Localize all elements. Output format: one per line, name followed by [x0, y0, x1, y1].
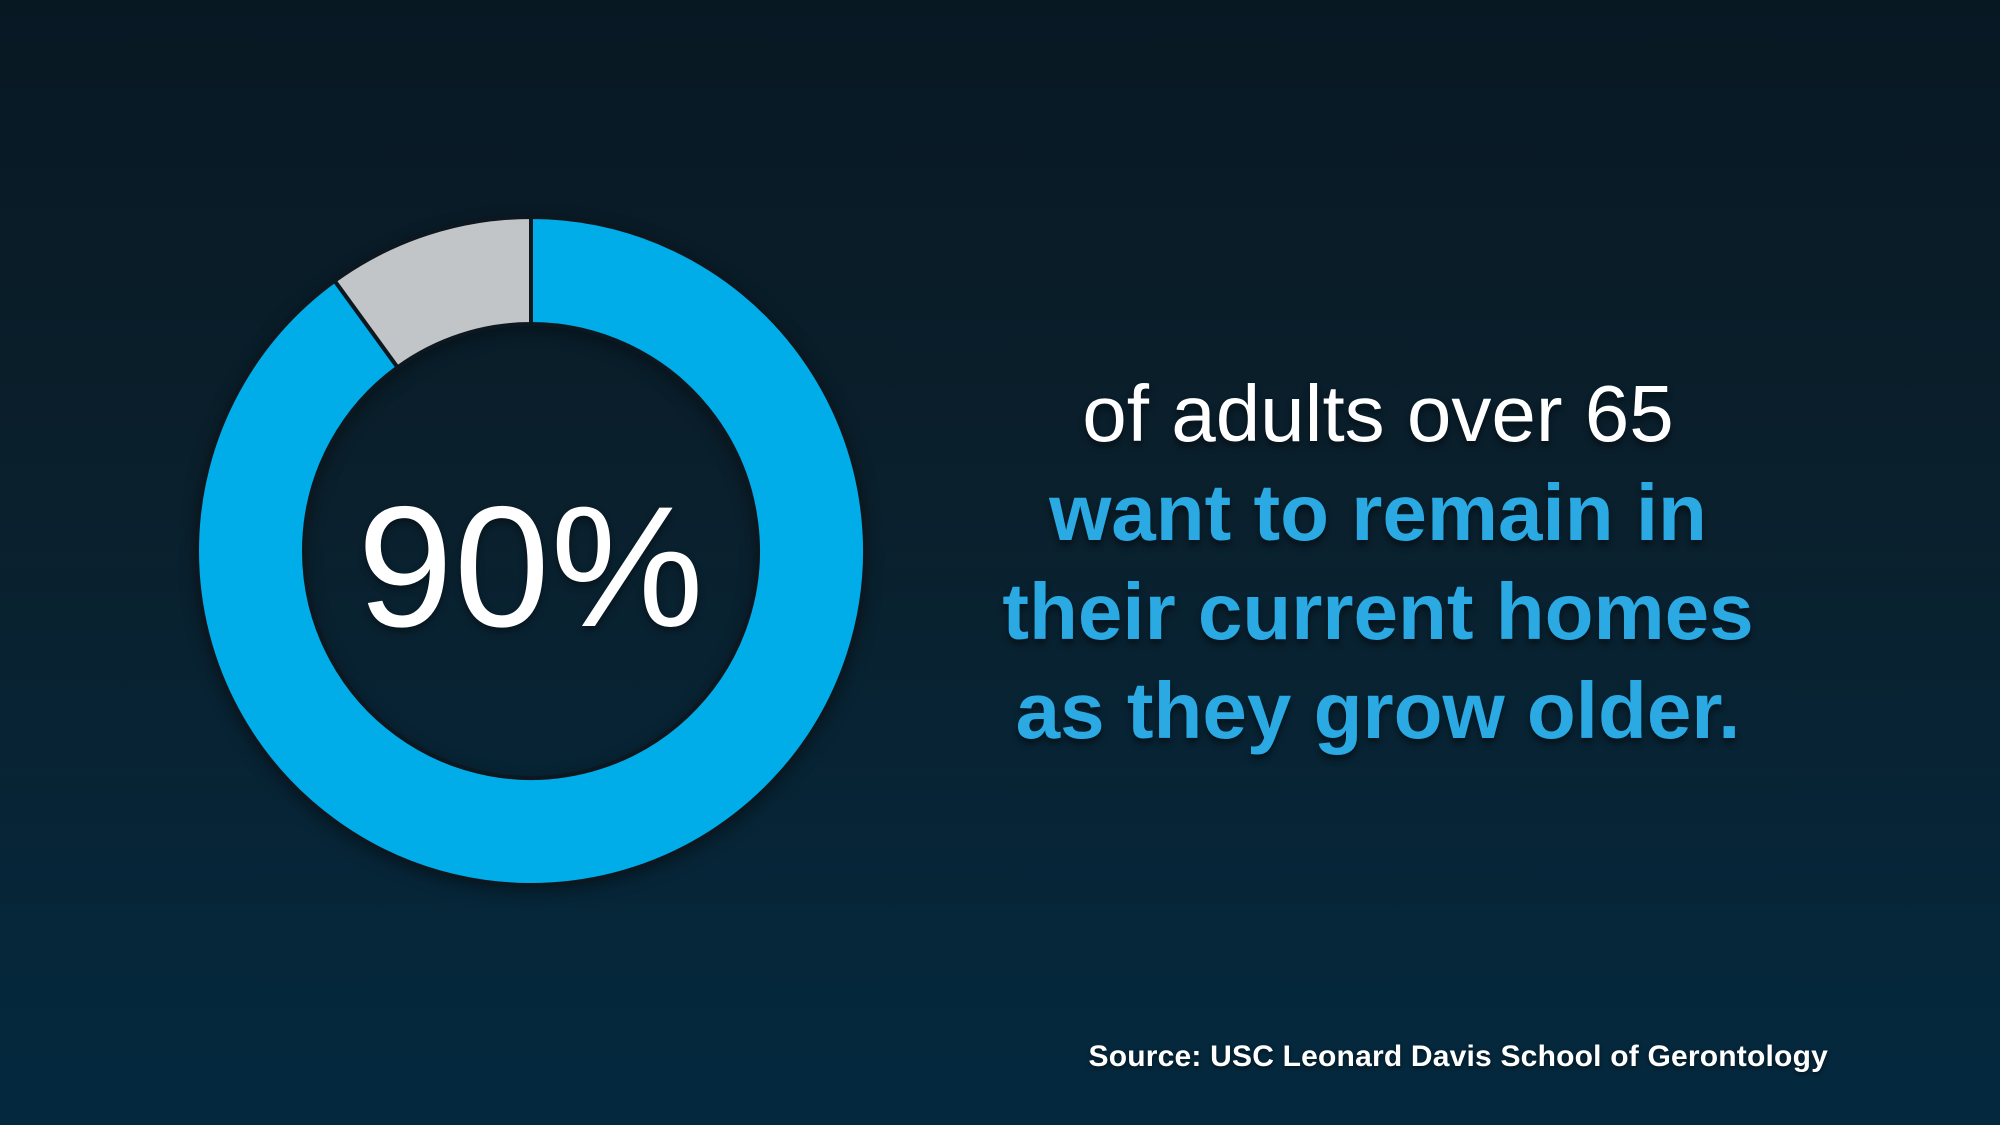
headline-line-2: want to remain in [1049, 468, 1707, 557]
donut-chart [195, 215, 867, 887]
headline-line-3: their current homes [1002, 567, 1754, 656]
donut-slice-0 [195, 215, 867, 887]
headline-text-block: of adults over 65 want to remain in thei… [968, 364, 1788, 760]
headline-line-1: of adults over 65 [1082, 369, 1674, 458]
donut-slice-1 [332, 215, 533, 370]
headline-line-4: as they grow older. [1015, 666, 1741, 755]
source-attribution: Source: USC Leonard Davis School of Gero… [1088, 1040, 1828, 1073]
